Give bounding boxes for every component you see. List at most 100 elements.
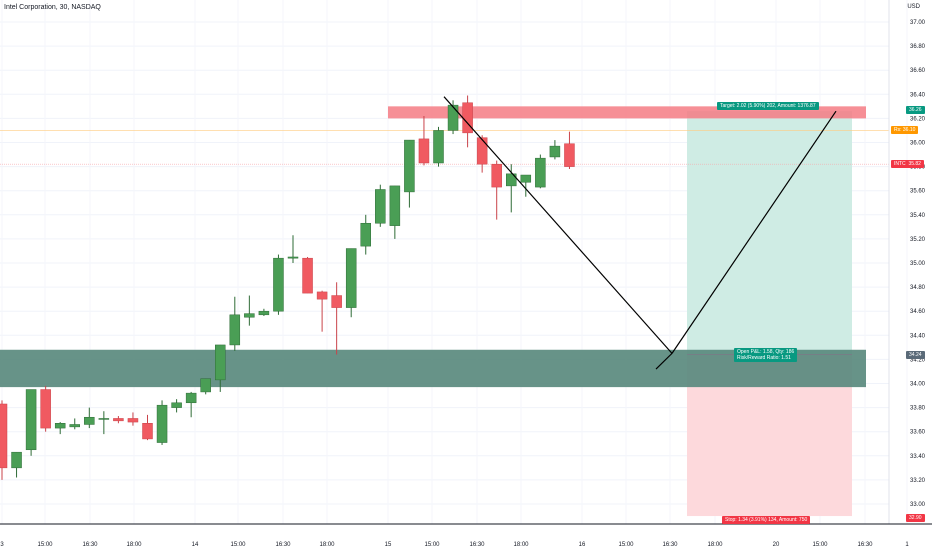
chart-title: Intel Corporation, 30, NASDAQ	[4, 4, 101, 11]
target-price-tag: 36.26	[906, 106, 925, 114]
entry-price-tag: 34.24	[906, 351, 925, 359]
open-pl-text: Open P&L: 1.58, Qty: 186	[737, 349, 795, 355]
zones-layer	[0, 106, 889, 517]
drawings-layer	[443, 96, 837, 370]
candle-up	[389, 185, 401, 226]
candle-down	[564, 143, 575, 167]
price-tick-label: 34.20	[910, 357, 926, 363]
candle-up	[171, 402, 182, 408]
symbol-label: INTC	[894, 161, 906, 167]
candle-up	[273, 257, 284, 312]
price-tick-label: 35.40	[910, 213, 926, 219]
price-tick-label: 35.00	[910, 261, 926, 267]
price-tick-label: 33.80	[910, 406, 926, 412]
price-tick-label: 34.40	[910, 333, 926, 339]
time-tick-label: 15:00	[424, 542, 440, 548]
orange-price-value: 36.10	[902, 127, 916, 133]
stop-label[interactable]: Stop: 1.34 (3.91%) 134, Amount: 750	[722, 516, 811, 524]
candle-up	[200, 378, 211, 393]
candle-up	[156, 404, 168, 443]
candle-up	[185, 392, 197, 404]
candle-up	[229, 314, 241, 346]
candle-down	[316, 291, 328, 300]
time-tick-label: 16:30	[275, 542, 291, 548]
candle-down	[462, 102, 473, 134]
orange-price-tag: Rs: 36.10	[891, 126, 919, 134]
time-tick-label: 16	[579, 542, 586, 548]
projection-line-dip	[655, 352, 673, 370]
price-tick-label: 36.40	[910, 92, 926, 98]
candles-layer	[0, 95, 575, 480]
time-tick-label: 16:30	[662, 542, 678, 548]
candle-up	[404, 139, 415, 193]
candle-up	[433, 130, 444, 164]
price-tick-label: 35.20	[910, 237, 926, 243]
candle-up	[258, 310, 270, 316]
price-tick-label: 36.20	[910, 116, 926, 122]
currency-label: USD	[907, 4, 920, 10]
profit-zone	[687, 111, 852, 355]
candle-up	[215, 344, 226, 381]
candle-up	[375, 189, 386, 224]
candle-down	[331, 295, 342, 308]
candle-up	[506, 173, 517, 187]
candle-down	[127, 418, 139, 423]
time-tick-label: 18:00	[126, 542, 142, 548]
candle-up	[25, 389, 37, 451]
time-tick-label: 1	[905, 542, 909, 548]
symbol-price-tag: INTC 35.82	[891, 160, 924, 168]
time-tick-label: 18:00	[319, 542, 335, 548]
price-tick-label: 33.40	[910, 454, 926, 460]
candle-up	[84, 416, 95, 425]
orange-price-prefix: Rs:	[894, 127, 903, 133]
stop-price-tag: 32.90	[906, 514, 925, 522]
candle-down	[476, 137, 488, 165]
price-tick-label: 36.00	[910, 141, 926, 147]
candle-down	[40, 389, 51, 429]
open-pl-label[interactable]: Open P&L: 1.58, Qty: 186 Risk/Reward Rati…	[734, 348, 798, 362]
rr-text: Risk/Reward Ratio: 1.51	[737, 355, 791, 361]
candle-up	[447, 104, 459, 131]
time-tick-label: 15:00	[618, 542, 634, 548]
candle-up	[287, 256, 299, 259]
target-label[interactable]: Target: 2.02 (5.90%) 202, Amount: 1376.8…	[717, 102, 819, 110]
price-tick-label: 37.00	[910, 20, 926, 26]
candle-down	[302, 257, 313, 294]
candle-up	[54, 423, 66, 429]
price-tick-label: 34.80	[910, 285, 926, 291]
time-axis: 3 15:00 16:30 18:00 14 15:00 16:30 18:00 15 15:00…	[0, 523, 932, 548]
candle-down	[0, 403, 8, 469]
candle-up	[549, 145, 561, 158]
price-tick-label: 34.00	[910, 382, 926, 388]
projection-line-up	[671, 110, 837, 354]
price-tick-label: 33.20	[910, 478, 926, 484]
time-tick-label: 16:30	[82, 542, 98, 548]
candle-up	[360, 222, 371, 247]
candle-up	[244, 313, 255, 318]
time-tick-label: 15:00	[812, 542, 828, 548]
time-tick-label: 15:00	[37, 542, 53, 548]
candle-up	[520, 174, 532, 183]
time-tick-label: 18:00	[707, 542, 723, 548]
time-tick-label: 15:00	[230, 542, 246, 548]
support-zone	[0, 349, 866, 388]
price-tick-label: 35.60	[910, 189, 926, 195]
candle-up	[11, 451, 22, 469]
time-tick-label: 16:30	[857, 542, 873, 548]
time-tick-label: 3	[0, 542, 4, 548]
price-tick-label: 36.60	[910, 68, 926, 74]
candle-up	[535, 157, 546, 188]
candle-down	[418, 138, 430, 164]
candle-down	[142, 423, 153, 440]
price-tick-label: 34.60	[910, 309, 926, 315]
time-tick-label: 18:00	[513, 542, 529, 548]
candle-up	[69, 424, 80, 428]
time-tick-label: 20	[773, 542, 780, 548]
price-tick-label: 33.00	[910, 502, 926, 508]
time-tick-label: 16:30	[469, 542, 485, 548]
candle-up	[98, 418, 110, 420]
symbol-price: 35.82	[908, 161, 921, 167]
candle-down	[113, 418, 124, 422]
candle-down	[491, 163, 502, 188]
